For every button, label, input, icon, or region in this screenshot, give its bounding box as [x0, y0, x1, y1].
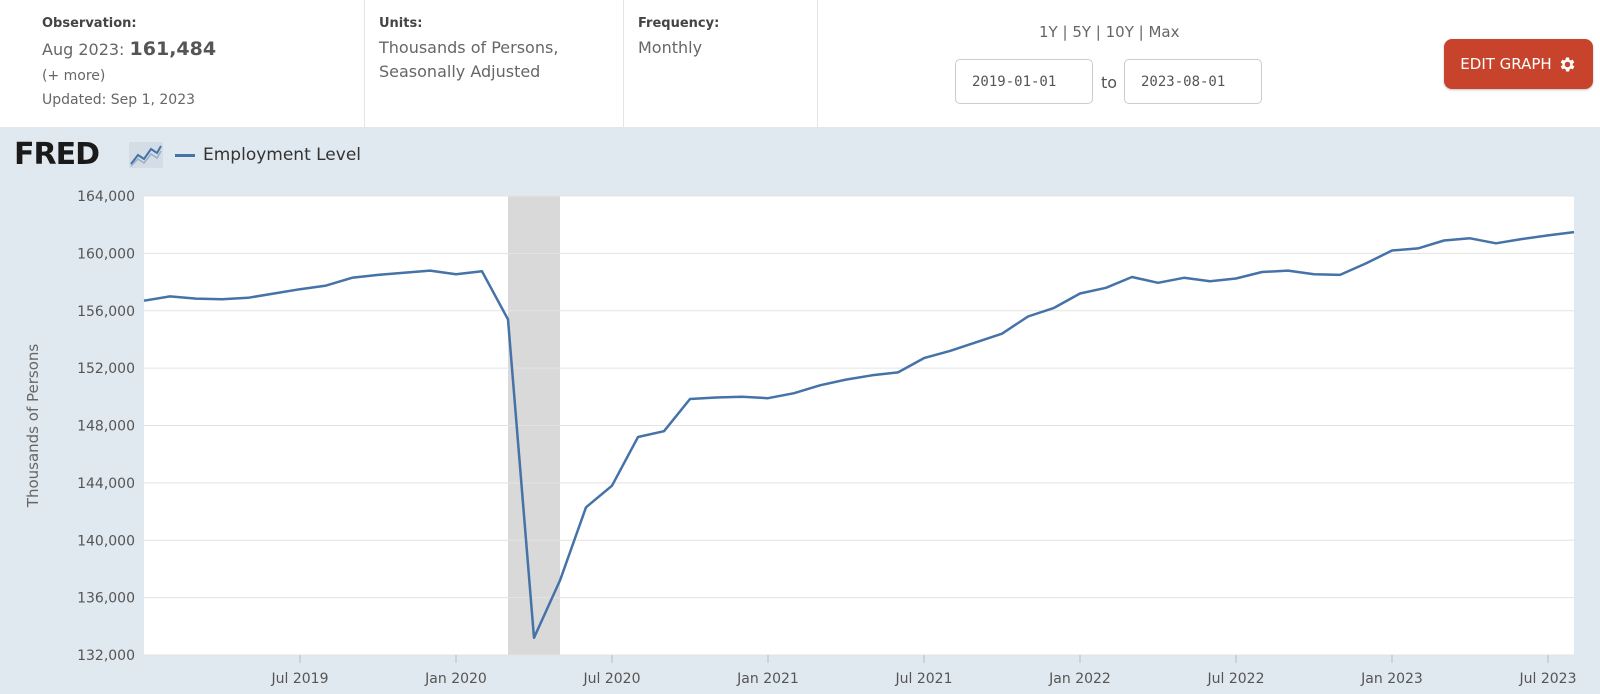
edit-graph-label: EDIT GRAPH — [1460, 55, 1552, 73]
legend-label: Employment Level — [203, 145, 362, 165]
observation-line: Aug 2023: 161,484 — [42, 38, 216, 60]
legend-swatch — [175, 153, 195, 157]
y-tick-label: 136,000 — [77, 591, 135, 607]
observation-value: 161,484 — [129, 38, 217, 60]
header: Observation: Aug 2023: 161,484 (+ more) … — [0, 0, 1600, 127]
units-panel: Units: Thousands of Persons, Seasonally … — [364, 0, 624, 127]
range-separator: | — [1091, 23, 1106, 41]
legend[interactable]: Employment Level — [175, 144, 361, 166]
y-tick-label: 152,000 — [77, 361, 135, 377]
y-tick-label: 132,000 — [77, 648, 135, 664]
frequency-panel: Frequency: Monthly — [623, 0, 818, 127]
x-tick-label: Jul 2022 — [1207, 671, 1265, 687]
y-tick-label: 156,000 — [77, 304, 135, 320]
edit-graph-button[interactable]: EDIT GRAPH — [1444, 39, 1593, 89]
range-separator: | — [1133, 23, 1149, 41]
series-line-employment-level — [143, 230, 1575, 640]
y-tick-label: 160,000 — [77, 246, 135, 262]
y-tick-label: 144,000 — [77, 476, 135, 492]
units-line-2: Seasonally Adjusted — [379, 62, 541, 81]
range-links: 1Y | 5Y | 10Y | Max — [1039, 23, 1179, 41]
x-tick-label: Jul 2021 — [895, 671, 953, 687]
x-tick-label: Jan 2022 — [1048, 671, 1111, 687]
y-axis-title: Thousands of Persons — [24, 344, 42, 509]
range-5y-link[interactable]: 5Y — [1072, 23, 1092, 41]
x-tick-label: Jul 2019 — [271, 671, 329, 687]
y-tick-label: 164,000 — [77, 189, 135, 205]
range-1y-link[interactable]: 1Y — [1039, 23, 1058, 41]
fred-logo-graph-icon — [129, 142, 163, 168]
observation-panel: Observation: Aug 2023: 161,484 (+ more) … — [0, 0, 365, 127]
range-10y-link[interactable]: 10Y — [1105, 23, 1134, 41]
x-tick-label: Jul 2020 — [583, 671, 641, 687]
to-label: to — [1101, 73, 1118, 92]
observation-period: Aug 2023: — [42, 40, 125, 59]
range-separator: | — [1057, 23, 1073, 41]
fred-logo: FRED — [14, 138, 164, 172]
range-max-link[interactable]: Max — [1148, 23, 1180, 41]
x-tick-label: Jan 2021 — [736, 671, 799, 687]
x-tick-label: Jan 2020 — [424, 671, 487, 687]
x-tick-label: Jan 2023 — [1360, 671, 1423, 687]
units-line-1: Thousands of Persons, — [379, 38, 559, 57]
updated-text: Updated: Sep 1, 2023 — [42, 92, 196, 108]
x-tick-label: Jul 2023 — [1519, 671, 1577, 687]
y-tick-label: 148,000 — [77, 419, 135, 435]
frequency-value: Monthly — [638, 38, 703, 57]
y-tick-label: 140,000 — [77, 533, 135, 549]
more-link[interactable]: (+ more) — [42, 68, 106, 84]
gear-icon — [1560, 57, 1575, 71]
units-label: Units: — [379, 16, 423, 31]
start-date-input[interactable] — [955, 59, 1093, 104]
end-date-input[interactable] — [1124, 59, 1262, 104]
observation-label: Observation: — [42, 16, 137, 31]
frequency-label: Frequency: — [638, 16, 720, 31]
fred-logo-text: FRED — [14, 137, 100, 172]
